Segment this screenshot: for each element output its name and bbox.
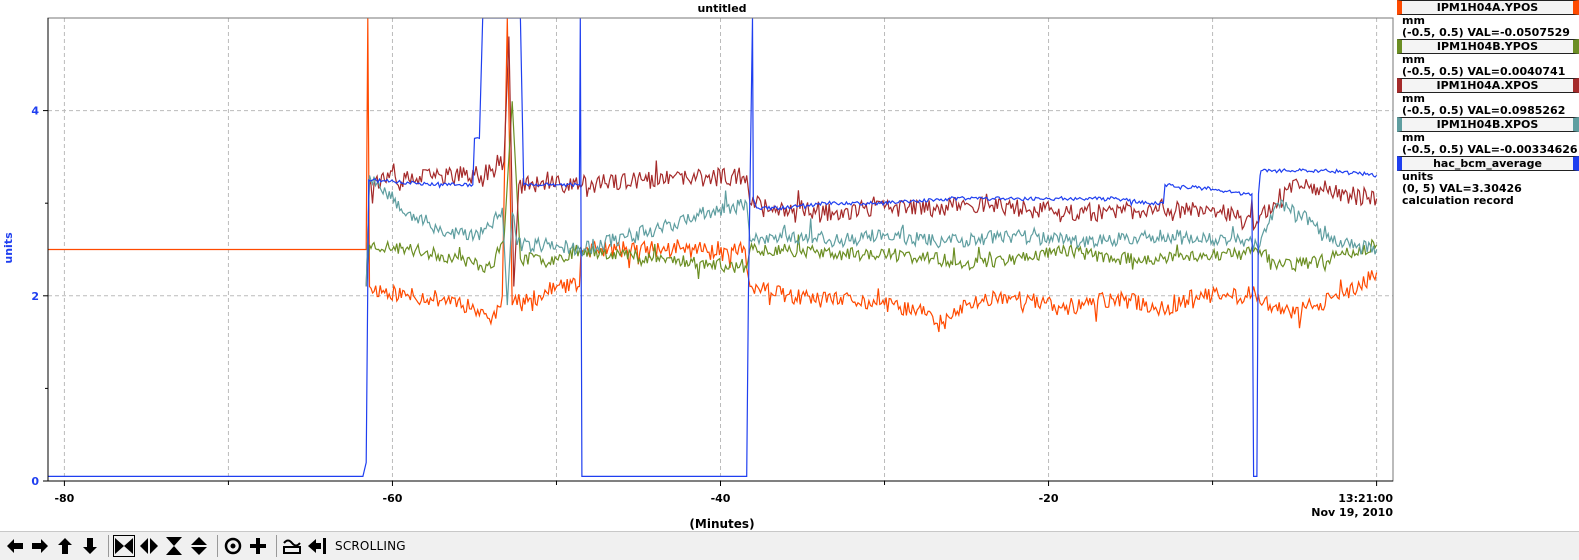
toolbar: SCROLLING xyxy=(0,531,1579,560)
legend-series-button[interactable]: IPM1H04B.XPOS xyxy=(1397,117,1579,132)
series-line-ipm1h04b-xpos xyxy=(365,175,1378,306)
legend-range: (-0.5, 0.5) xyxy=(1402,26,1464,39)
x-tick-label: 13:21:00 xyxy=(1338,492,1393,505)
mode-label: SCROLLING xyxy=(335,539,406,553)
legend-series-button[interactable]: IPM1H04A.XPOS xyxy=(1397,78,1579,93)
chart-title: untitled xyxy=(697,2,746,15)
legend-current-value: VAL=0.0040741 xyxy=(1467,65,1566,78)
toolbar-separator xyxy=(276,535,277,557)
legend: IPM1H04A.YPOS mm (-0.5, 0.5) VAL=-0.050752… xyxy=(1397,0,1579,207)
zoom-out-y-button[interactable] xyxy=(188,535,210,557)
legend-range-value: (-0.5, 0.5) VAL=0.0985262 xyxy=(1397,105,1579,117)
arrow-right-icon xyxy=(29,535,51,557)
diamond-vertical-icon xyxy=(188,535,210,557)
legend-range: (-0.5, 0.5) xyxy=(1402,143,1464,156)
x-axis-label: (Minutes) xyxy=(689,517,754,531)
legend-item: hac_bcm_average units (0, 5) VAL=3.30426 ca… xyxy=(1397,156,1579,207)
toolbar-separator xyxy=(108,535,109,557)
scroll-right-button[interactable] xyxy=(29,535,51,557)
x-tick-label: -20 xyxy=(1039,492,1059,505)
zoom-in-y-button[interactable] xyxy=(163,535,185,557)
legend-item: IPM1H04A.YPOS mm (-0.5, 0.5) VAL=-0.050752… xyxy=(1397,0,1579,39)
scroll-down-button[interactable] xyxy=(79,535,101,557)
series-layer xyxy=(48,18,1378,477)
series-line-ipm1h04b-ypos xyxy=(365,101,1378,287)
x-tick-label: -60 xyxy=(383,492,403,505)
legend-item: IPM1H04B.YPOS mm (-0.5, 0.5) VAL=0.0040741 xyxy=(1397,39,1579,78)
autoscale-button[interactable] xyxy=(281,535,303,557)
x-axis-date: Nov 19, 2010 xyxy=(1311,506,1393,519)
axes: -80 -60 -40 -20 13:21:00 0 2 4 xyxy=(31,17,1394,505)
legend-range: (0, 5) xyxy=(1402,182,1436,195)
legend-current-value: VAL=0.0985262 xyxy=(1467,104,1566,117)
scroll-up-button[interactable] xyxy=(54,535,76,557)
arrow-down-icon xyxy=(79,535,101,557)
scroll-left-button[interactable] xyxy=(4,535,26,557)
hourglass-vertical-icon xyxy=(163,535,185,557)
legend-series-button[interactable]: IPM1H04A.YPOS xyxy=(1397,0,1579,15)
legend-range-value: (-0.5, 0.5) VAL=0.0040741 xyxy=(1397,66,1579,78)
legend-current-value: VAL=-0.00334626 xyxy=(1467,143,1578,156)
arrow-up-icon xyxy=(54,535,76,557)
toolbar-separator xyxy=(217,535,218,557)
legend-range: (-0.5, 0.5) xyxy=(1402,104,1464,117)
chart-plot[interactable]: -80 -60 -40 -20 13:21:00 0 2 4 untitled units (… xyxy=(0,0,1395,531)
legend-unit: mm xyxy=(1402,92,1425,105)
diamond-horizontal-icon xyxy=(138,535,160,557)
legend-item: IPM1H04A.XPOS mm (-0.5, 0.5) VAL=0.0985262 xyxy=(1397,78,1579,117)
series-line-ipm1h04a-ypos xyxy=(48,18,1378,333)
y-tick-label: 0 xyxy=(31,475,39,488)
legend-item: IPM1H04B.XPOS mm (-0.5, 0.5) VAL=-0.003346… xyxy=(1397,117,1579,156)
legend-current-value: VAL=-0.0507529 xyxy=(1467,26,1570,39)
circle-icon xyxy=(222,535,244,557)
legend-current-value: VAL=3.30426 xyxy=(1439,182,1522,195)
zoom-reset-button[interactable] xyxy=(222,535,244,557)
y-tick-label: 2 xyxy=(31,290,39,303)
legend-series-button[interactable]: IPM1H04B.YPOS xyxy=(1397,39,1579,54)
legend-unit: mm xyxy=(1402,131,1425,144)
arrow-to-end-icon xyxy=(306,535,328,557)
hourglass-horizontal-icon xyxy=(113,535,135,557)
legend-unit: units xyxy=(1402,170,1434,183)
zoom-plus-button[interactable] xyxy=(247,535,269,557)
legend-range: (-0.5, 0.5) xyxy=(1402,65,1464,78)
x-tick-label: -40 xyxy=(711,492,731,505)
legend-unit: mm xyxy=(1402,53,1425,66)
zoom-in-x-button[interactable] xyxy=(113,535,135,557)
zoom-out-x-button[interactable] xyxy=(138,535,160,557)
legend-series-button[interactable]: hac_bcm_average xyxy=(1397,156,1579,171)
back-to-end-button[interactable] xyxy=(306,535,328,557)
legend-unit: mm xyxy=(1402,14,1425,27)
wave-icon xyxy=(281,535,303,557)
y-axis-label: units xyxy=(2,232,15,264)
legend-range-value: (-0.5, 0.5) VAL=-0.00334626 xyxy=(1397,144,1579,156)
series-line-ipm1h04a-xpos xyxy=(365,36,1378,287)
y-tick-label: 4 xyxy=(31,105,39,118)
x-tick-label: -80 xyxy=(54,492,74,505)
plus-icon xyxy=(247,535,269,557)
series-line-hac-bcm-average xyxy=(48,18,1378,477)
arrow-left-icon xyxy=(4,535,26,557)
legend-range-value: (-0.5, 0.5) VAL=-0.0507529 xyxy=(1397,27,1579,39)
legend-range-value: (0, 5) VAL=3.30426 xyxy=(1397,183,1579,195)
legend-extra: calculation record xyxy=(1402,194,1514,207)
